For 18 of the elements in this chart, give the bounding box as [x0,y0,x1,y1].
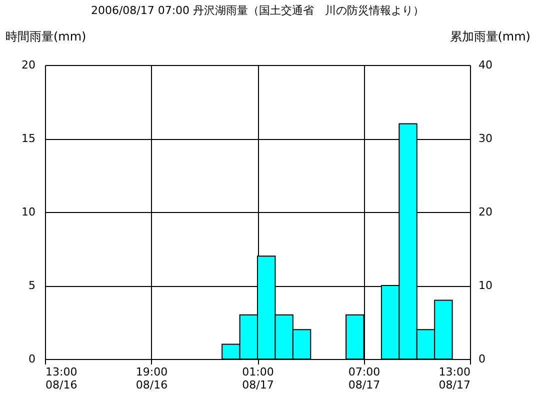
y2-tick-label: 20 [478,206,492,218]
y-tick-label: 5 [28,279,36,292]
y2-tick-label: 10 [478,279,492,292]
y2-tick-label: 30 [478,132,492,145]
y-tick-label: 20 [22,58,36,72]
y-axis-title: 時間雨量(mm) [6,30,86,44]
y-tick-label: 10 [22,206,36,218]
y2-tick-label: 40 [478,58,492,72]
x-tick-label: 19:00 08/16 [136,366,168,392]
chart-title: 2006/08/17 07:00 丹沢湖雨量（国土交通省 川の防災情報より） [90,4,424,17]
y2-axis-title: 累加雨量(mm) [450,30,530,44]
x-tick-label: 07:00 08/17 [348,366,380,392]
y-tick-label: 15 [22,132,36,145]
x-tick-label: 13:00 08/17 [438,366,470,392]
x-tick-label: 13:00 08/16 [46,366,78,392]
y-tick-label: 0 [28,352,36,366]
y2-tick-label: 0 [478,352,486,366]
x-tick-label: 01:00 08/17 [242,366,274,392]
